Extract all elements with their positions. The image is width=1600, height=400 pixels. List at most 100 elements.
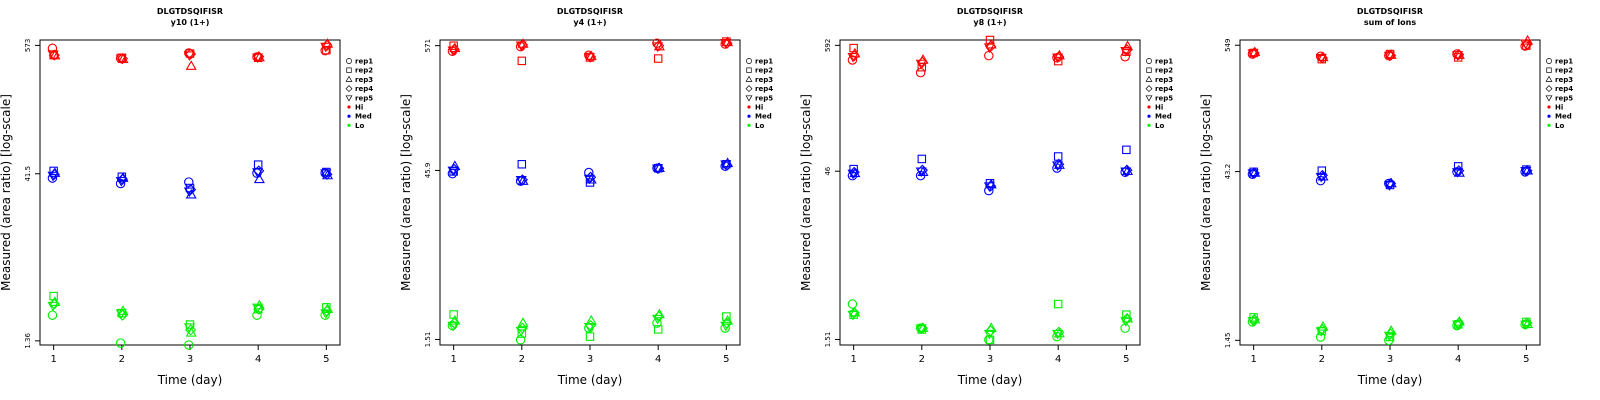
point-hi-rep5-day3 bbox=[1383, 51, 1395, 62]
point-hi-rep4-day1 bbox=[48, 49, 60, 61]
point-lo-rep2-day5 bbox=[722, 312, 731, 321]
legend-marker-rep4 bbox=[1545, 85, 1553, 93]
y-tick-label: 573 bbox=[24, 39, 32, 52]
legend-label-rep2: rep2 bbox=[1555, 67, 1573, 75]
y-tick-label: 43.2 bbox=[1224, 164, 1232, 180]
legend-label-rep2: rep2 bbox=[355, 67, 373, 75]
point-hi-rep5-day2 bbox=[1315, 53, 1327, 64]
legend-label-rep1: rep1 bbox=[1555, 58, 1573, 66]
point-lo-rep5-day2 bbox=[115, 309, 127, 320]
y-axis-label: Measured (area ratio) [log-scale] bbox=[799, 94, 813, 291]
point-lo-rep5-day1 bbox=[447, 321, 459, 332]
point-med-rep2-day1 bbox=[49, 166, 58, 176]
x-tick-label: 2 bbox=[119, 354, 125, 365]
point-med-rep4-day4 bbox=[653, 162, 665, 174]
legend-label-rep2: rep2 bbox=[755, 67, 773, 75]
legend-marker-rep1 bbox=[746, 58, 752, 64]
point-lo-rep5-day4 bbox=[252, 303, 264, 314]
x-tick-label: 1 bbox=[850, 354, 856, 365]
panel-2: DLGTDSQIFISR y4 (1+) 1 2 3 4 5 Time (day) 1.51 45… bbox=[399, 7, 773, 387]
point-med-rep2-day2 bbox=[517, 160, 527, 169]
legend-label-rep4: rep4 bbox=[1555, 85, 1573, 93]
legend-label-rep3: rep3 bbox=[355, 76, 373, 84]
legend-dot-hi bbox=[747, 105, 751, 109]
point-lo-rep4-day2 bbox=[916, 322, 928, 334]
legend-marker-rep3 bbox=[745, 75, 753, 82]
point-med-rep5-day3 bbox=[583, 174, 595, 185]
point-lo-rep5-day5 bbox=[320, 309, 332, 320]
legend-marker-rep3 bbox=[1145, 75, 1153, 82]
point-hi-rep4-day2 bbox=[1316, 52, 1328, 64]
legend-label-med: Med bbox=[355, 113, 372, 121]
y-tick-label: 592 bbox=[824, 39, 832, 52]
legend-label-hi: Hi bbox=[355, 104, 363, 112]
point-med-rep5-day1 bbox=[847, 169, 859, 180]
y-tick-label: 1.45 bbox=[1224, 333, 1232, 349]
legend-label-rep3: rep3 bbox=[1155, 76, 1173, 84]
point-med-rep5-day2 bbox=[515, 176, 527, 186]
y-tick-label: 1.36 bbox=[24, 333, 32, 349]
point-hi-rep3-day3 bbox=[1385, 49, 1397, 59]
plot-frame bbox=[439, 39, 741, 346]
panel-3: DLGTDSQIFISR y8 (1+) 1 2 3 4 5 Time (day) 1.51 46… bbox=[799, 7, 1173, 387]
point-hi-rep3-day3 bbox=[185, 60, 197, 70]
point-hi-rep5-day4 bbox=[1052, 53, 1064, 64]
x-tick-label: 1 bbox=[450, 354, 456, 365]
legend-dot-med bbox=[1547, 114, 1551, 118]
point-lo-rep2-day4 bbox=[1053, 299, 1063, 309]
point-med-rep4-day5 bbox=[321, 168, 333, 180]
point-lo-rep2-day3 bbox=[585, 332, 595, 341]
legend-label-rep4: rep4 bbox=[755, 85, 773, 93]
legend-marker-rep3 bbox=[345, 75, 353, 82]
point-med-rep5-day5 bbox=[320, 169, 332, 180]
point-hi-rep5-day2 bbox=[515, 41, 527, 52]
point-hi-rep5-day2 bbox=[115, 54, 127, 65]
legend-label-hi: Hi bbox=[1155, 104, 1163, 112]
point-med-rep1-day3 bbox=[584, 167, 594, 178]
point-lo-rep5-day2 bbox=[915, 324, 927, 335]
point-lo-rep5-day5 bbox=[720, 321, 732, 332]
x-axis-label: Time (day) bbox=[957, 373, 1023, 387]
y-tick-label: 45.9 bbox=[424, 163, 432, 179]
legend-marker-rep2 bbox=[746, 67, 752, 73]
point-hi-rep2-day4 bbox=[1053, 56, 1063, 66]
legend-label-rep1: rep1 bbox=[1155, 58, 1173, 66]
point-med-rep5-day1 bbox=[1247, 169, 1259, 179]
legend-marker-rep1 bbox=[1146, 58, 1152, 64]
data-points bbox=[447, 36, 734, 345]
point-med-rep1-day1 bbox=[847, 170, 858, 181]
chart-subtitle: y8 (1+) bbox=[973, 18, 1006, 27]
chart-title: DLGTDSQIFISR bbox=[1357, 7, 1423, 16]
legend-dot-lo bbox=[347, 123, 351, 127]
point-lo-rep5-day2 bbox=[1315, 327, 1327, 337]
legend-label-rep1: rep1 bbox=[755, 58, 773, 66]
y-axis-label: Measured (area ratio) [log-scale] bbox=[399, 94, 413, 291]
chart-title: DLGTDSQIFISR bbox=[157, 7, 223, 16]
point-hi-rep2-day1 bbox=[449, 41, 458, 50]
x-tick-label: 5 bbox=[323, 354, 329, 365]
x-axis-label: Time (day) bbox=[157, 373, 223, 387]
legend-label-rep4: rep4 bbox=[1155, 85, 1173, 93]
legend-dot-med bbox=[347, 114, 351, 118]
point-hi-rep1-day1 bbox=[847, 55, 858, 65]
point-med-rep5-day3 bbox=[183, 187, 195, 198]
legend-label-lo: Lo bbox=[355, 122, 364, 130]
x-tick-label: 1 bbox=[1250, 354, 1256, 365]
point-med-rep1-day1 bbox=[47, 173, 58, 183]
point-hi-rep5-day1 bbox=[47, 50, 59, 60]
point-lo-rep5-day4 bbox=[652, 314, 664, 325]
point-med-rep5-day2 bbox=[915, 167, 927, 178]
point-hi-rep5-day3 bbox=[183, 51, 195, 61]
x-tick-label: 4 bbox=[1055, 354, 1061, 365]
chart-title: DLGTDSQIFISR bbox=[557, 7, 623, 16]
legend-label-rep3: rep3 bbox=[755, 76, 773, 84]
point-hi-rep4-day3 bbox=[1385, 49, 1397, 61]
legend-dot-med bbox=[1147, 114, 1151, 118]
legend-marker-rep1 bbox=[346, 58, 352, 64]
point-med-rep5-day3 bbox=[983, 182, 995, 192]
point-lo-rep5-day1 bbox=[47, 301, 59, 312]
x-tick-label: 3 bbox=[187, 354, 193, 365]
legend-label-lo: Lo bbox=[1155, 122, 1164, 130]
point-lo-rep2-day3 bbox=[985, 335, 995, 345]
